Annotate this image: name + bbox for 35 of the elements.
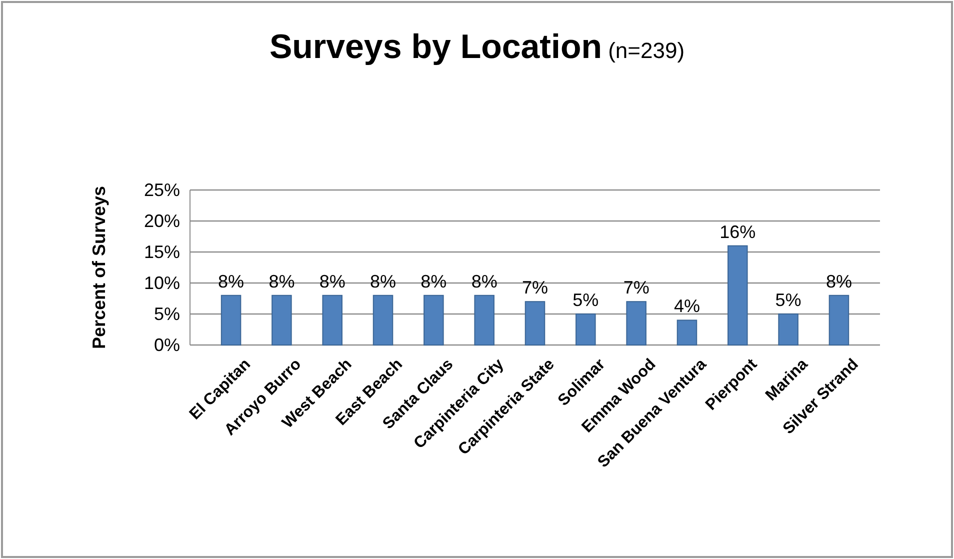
bar — [728, 245, 748, 346]
y-tick-label: 5% — [154, 304, 180, 324]
bar — [322, 294, 342, 346]
data-label: 8% — [420, 271, 447, 292]
data-label: 8% — [268, 271, 295, 292]
data-label: 5% — [775, 290, 802, 310]
bar — [778, 314, 798, 346]
bar — [626, 301, 646, 346]
y-axis-title: Percent of Surveys — [89, 186, 109, 350]
data-label: 8% — [218, 271, 244, 292]
data-label: 16% — [720, 222, 756, 242]
bar — [828, 294, 850, 346]
bar — [474, 294, 494, 346]
data-label: 4% — [674, 296, 700, 316]
data-label: 8% — [471, 271, 498, 292]
y-tick-label: 10% — [144, 272, 180, 293]
y-tick-label: 25% — [144, 180, 180, 200]
y-tick-label: 15% — [144, 242, 180, 262]
data-label: 8% — [370, 271, 396, 292]
y-tick-label: 20% — [144, 210, 180, 231]
y-tick-label: 0% — [154, 334, 180, 355]
bar — [272, 294, 292, 346]
chart-subtitle: (n=239) — [602, 38, 685, 63]
bar — [524, 301, 546, 346]
bar — [676, 320, 698, 346]
chart-title: Surveys by Location — [269, 28, 602, 66]
bar — [576, 314, 596, 346]
data-label: 8% — [826, 271, 852, 292]
data-label: 5% — [572, 290, 599, 310]
bar — [220, 294, 242, 346]
data-label: 7% — [623, 278, 650, 298]
data-label: 7% — [522, 278, 548, 298]
bar — [424, 294, 444, 346]
bar — [372, 294, 394, 346]
data-label: 8% — [319, 271, 346, 292]
